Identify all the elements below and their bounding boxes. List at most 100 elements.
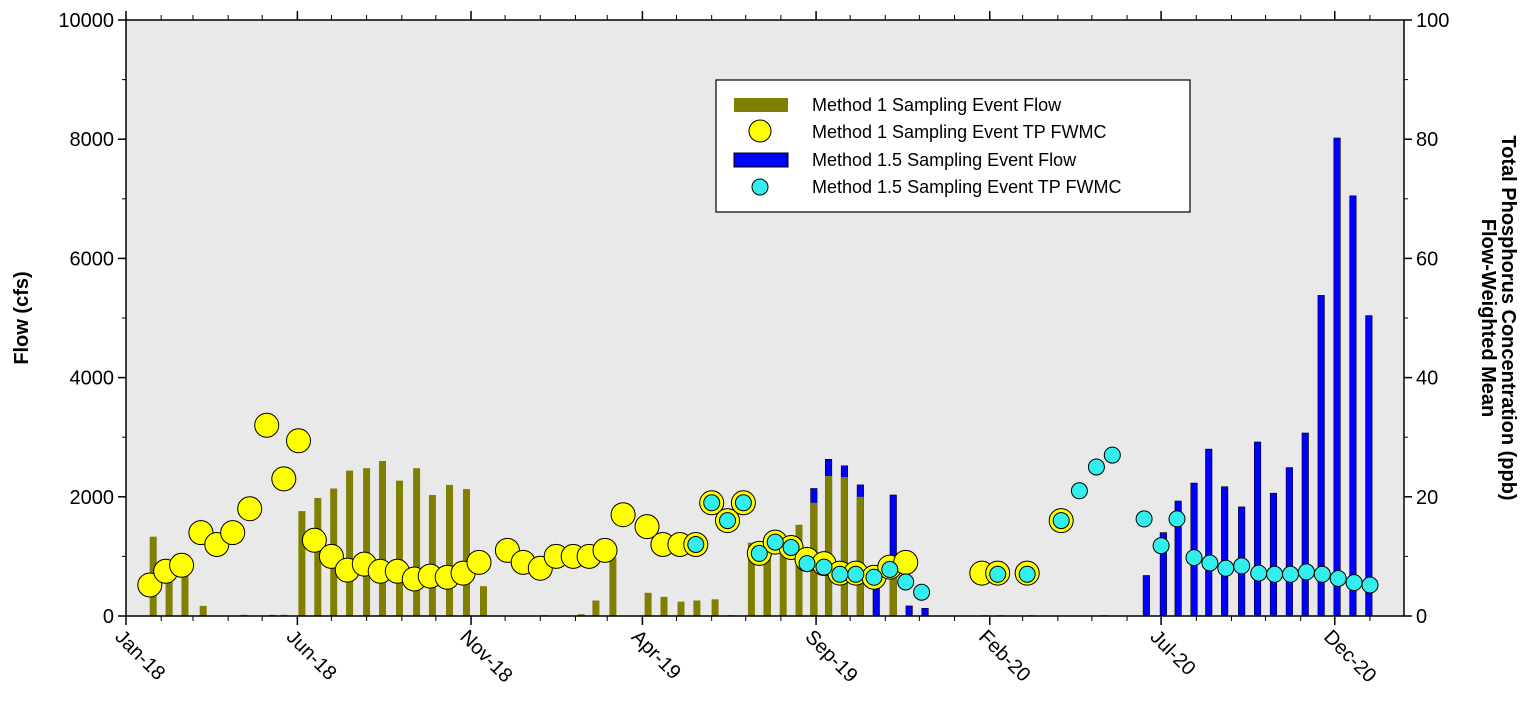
m1-flow-bar [298, 511, 306, 616]
m15-flow-bar [1254, 441, 1262, 617]
points-layer [137, 412, 1379, 601]
m1-flow-bar [480, 586, 487, 616]
m15-tp-point [881, 561, 899, 578]
legend-label-m1-flow: Method 1 Sampling Event Flow [812, 95, 1062, 115]
m1-flow-bar [763, 542, 771, 616]
y-left-tick-label: 4000 [70, 368, 115, 390]
m1-flow-bar [795, 524, 803, 616]
m1-flow-bar [711, 599, 719, 616]
m15-tp-point [1052, 512, 1070, 530]
m15-tp-point [1087, 458, 1105, 476]
y-left-tick-label: 2000 [70, 487, 115, 509]
m15-flow-bar [921, 607, 929, 617]
m1-tp-point [466, 549, 492, 575]
m15-tp-point [847, 565, 865, 583]
m1-flow-bar [644, 592, 652, 616]
y-right-tick-label: 40 [1416, 368, 1438, 390]
m1-tp-point [220, 520, 246, 546]
m1-flow-bar [609, 557, 617, 616]
m1-flow-bar [363, 468, 371, 616]
m15-tp-point [1282, 565, 1299, 583]
m1-flow-bar [592, 600, 600, 616]
y-right-tick-label: 0 [1416, 606, 1427, 628]
m15-tp-point [831, 565, 849, 583]
m1-flow-bar [693, 600, 701, 616]
y-right-tick-label: 80 [1416, 129, 1438, 151]
legend-swatch-m1-bar [734, 98, 788, 112]
m15-flow-bar [1349, 195, 1357, 617]
x-tick-label: Sep-19 [801, 626, 862, 687]
y-right-tick-label: 60 [1416, 248, 1438, 270]
m15-tp-point [1217, 559, 1235, 577]
m15-flow-bar [1221, 486, 1229, 617]
m1-flow-bar [379, 461, 386, 616]
m15-tp-point [1313, 565, 1331, 583]
y-right-axis-title-line2: Total Phosphorus Concentration (ppb) [1497, 135, 1519, 500]
legend-box [715, 79, 1191, 213]
m15-tp-point [1185, 549, 1203, 567]
m1-flow-bar [446, 484, 453, 616]
m15-tp-point [734, 494, 752, 512]
m1-tp-point [301, 527, 327, 553]
m15-tp-point [703, 494, 721, 512]
m15-tp-point [1103, 446, 1121, 464]
m1-flow-bar [660, 596, 668, 616]
m1-flow-bar [747, 542, 755, 616]
x-tick-label: Nov-18 [455, 626, 516, 687]
m15-tp-point [1135, 510, 1153, 528]
legend: Method 1 Sampling Event Flow Method 1 Sa… [715, 79, 1191, 213]
m1-tp-point [137, 572, 163, 598]
m15-tp-point [782, 539, 800, 556]
m15-tp-point [1329, 570, 1347, 587]
m1-flow-bar [779, 537, 787, 616]
m15-flow-bar [1285, 467, 1293, 617]
m1-flow-bar [889, 577, 897, 616]
m15-tp-point [1168, 510, 1186, 528]
m15-tp-point [815, 558, 833, 576]
m1-tp-point [610, 502, 636, 528]
m15-flow-bar [1142, 575, 1150, 617]
m15-flow-bar [905, 605, 913, 617]
m15-tp-point [1297, 563, 1315, 581]
y-left-tick-label: 0 [103, 606, 114, 628]
m1-tp-point [592, 537, 618, 563]
m15-tp-point [1201, 554, 1219, 572]
m15-tp-point [1070, 482, 1088, 500]
y-right-axis-title-line1: Flow-Weighted Mean [1477, 219, 1499, 418]
y-left-axis-title: Flow (cfs) [11, 271, 33, 364]
x-tick-label: Jun-18 [282, 626, 341, 685]
m15-tp-point [687, 536, 705, 553]
m1-tp-point [169, 552, 195, 578]
m1-flow-bar [840, 477, 848, 616]
m1-flow-bar [314, 498, 322, 616]
x-tick-label: Dec-20 [1319, 626, 1380, 687]
m1-tp-point [237, 496, 263, 522]
m1-flow-bar [165, 580, 173, 616]
m15-tp-point [913, 583, 931, 601]
legend-label-m1-tp: Method 1 Sampling Event TP FWMC [812, 122, 1106, 142]
m1-tp-point [254, 412, 280, 438]
m15-tp-point [1233, 557, 1251, 575]
m15-tp-point [897, 573, 915, 591]
m15-tp-point [1152, 537, 1170, 555]
legend-swatch-m1-circle [748, 119, 772, 143]
m15-tp-point [865, 568, 883, 586]
y-right-tick-label: 20 [1416, 487, 1438, 509]
m1-flow-bar [825, 475, 833, 616]
m1-flow-bar [199, 605, 207, 616]
m15-flow-bar [1365, 315, 1373, 617]
legend-label-m15-tp: Method 1.5 Sampling Event TP FWMC [812, 177, 1121, 197]
m15-tp-point [1250, 564, 1268, 582]
m1-flow-bar [463, 489, 470, 616]
x-tick-label: Feb-20 [974, 626, 1034, 686]
m1-tp-point [318, 543, 344, 569]
m1-tp-point [271, 466, 297, 492]
y-left-tick-label: 6000 [70, 248, 115, 270]
m15-flow-bar [1205, 448, 1213, 617]
m15-tp-point [989, 565, 1007, 583]
legend-label-m15-flow: Method 1.5 Sampling Event Flow [812, 150, 1077, 170]
m1-flow-bar [181, 574, 189, 616]
m1-flow-bar [856, 496, 864, 616]
x-tick-label: Apr-19 [627, 626, 685, 684]
